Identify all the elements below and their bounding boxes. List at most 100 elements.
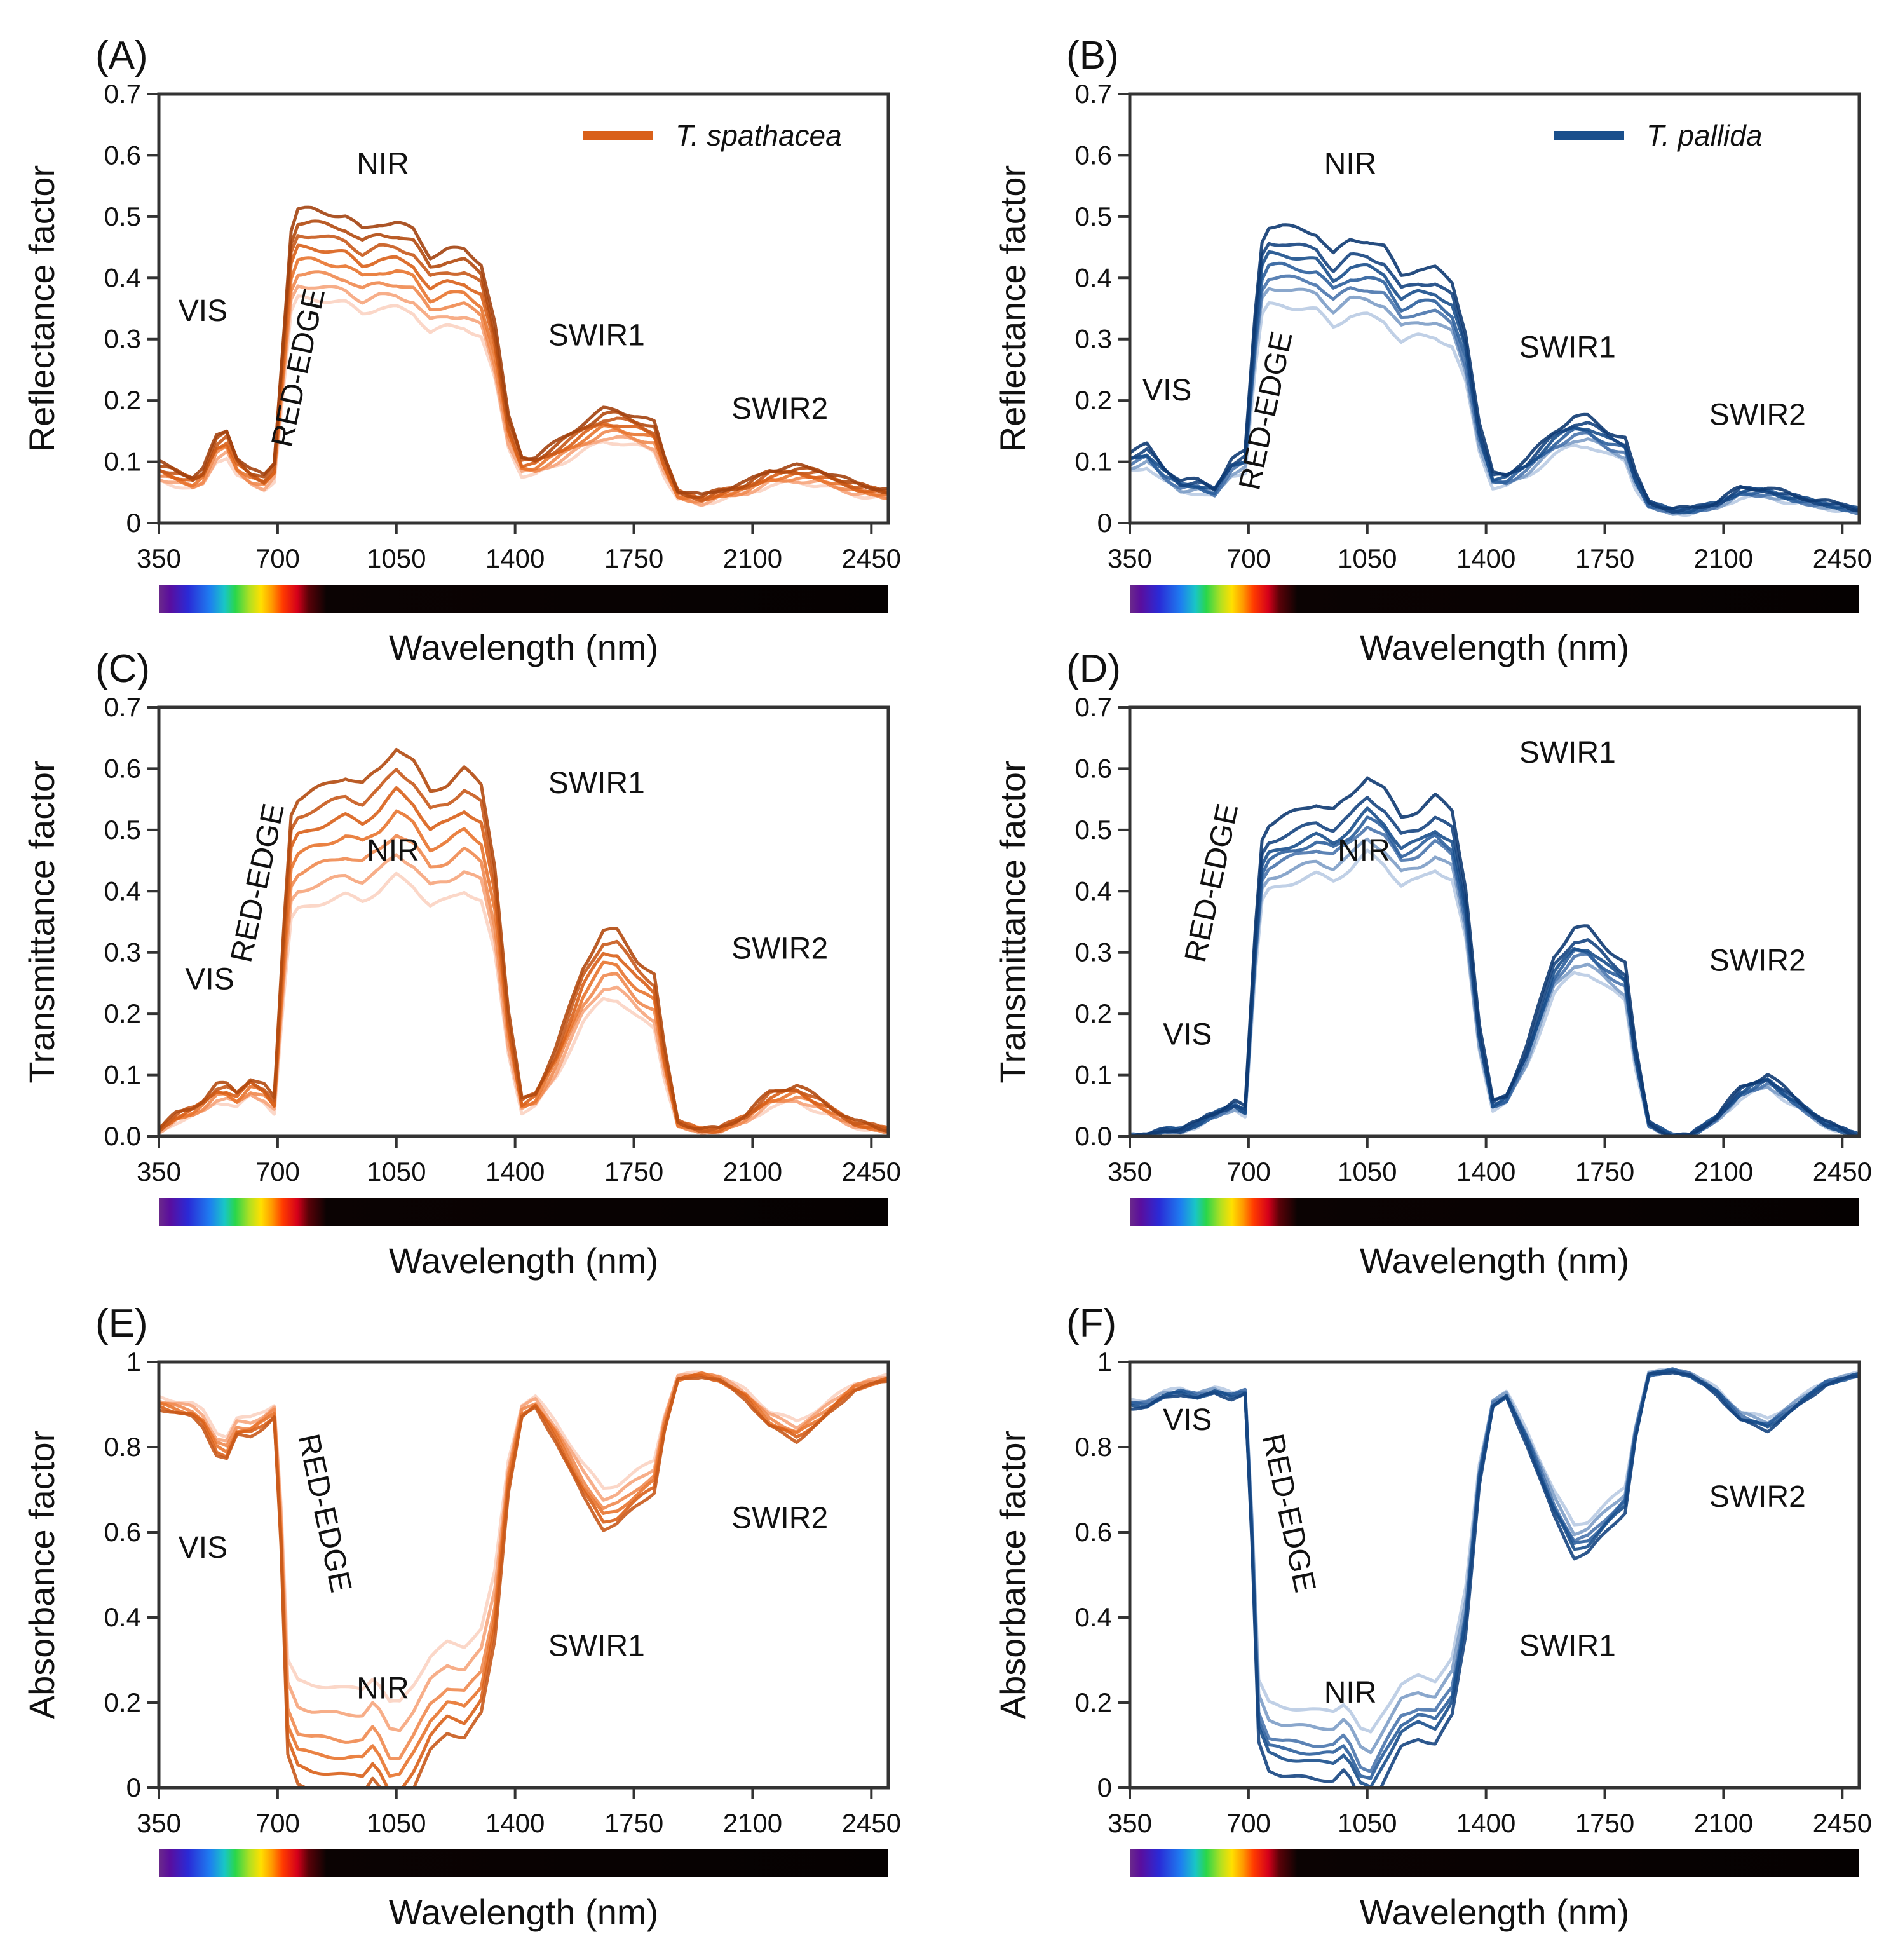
x-tick-label: 700 (255, 1808, 300, 1838)
x-tick-label: 2450 (842, 543, 901, 573)
spectrum-line (1130, 1368, 1859, 1773)
spectrum-line (1130, 1371, 1859, 1788)
y-tick-label: 0.6 (104, 753, 141, 783)
spectrum-line (159, 1376, 888, 1788)
plot-frame (157, 1360, 890, 1790)
region-label-nir: NIR (356, 147, 409, 180)
spectral-curves (1130, 223, 1859, 517)
x-tick-label: 350 (1108, 1808, 1152, 1838)
x-tick-label: 1750 (1575, 1157, 1634, 1187)
plot-frame (157, 92, 890, 525)
region-label-swir1: SWIR1 (1519, 736, 1616, 770)
region-label-red-edge: RED-EDGE (1256, 1431, 1322, 1596)
panel-letter: (A) (95, 34, 148, 78)
x-tick-label: 1750 (604, 1157, 663, 1187)
y-tick-label: 0.8 (104, 1432, 141, 1462)
spectral-curves (159, 205, 888, 507)
y-tick-label: 0 (126, 508, 141, 538)
region-label-nir: NIR (1324, 1676, 1377, 1710)
y-tick-label: 0.3 (1075, 937, 1112, 967)
y-tick-label: 0.7 (1075, 79, 1112, 109)
spectral-curves (1130, 776, 1859, 1136)
region-label-red-edge: RED-EDGE (1179, 801, 1245, 965)
y-axis-title: Transmittance factor (22, 760, 62, 1083)
spectral-curves (1130, 1367, 1859, 1788)
x-tick-label: 2100 (1694, 1157, 1753, 1187)
y-tick-label: 0.8 (1075, 1432, 1112, 1462)
region-label-swir1: SWIR1 (548, 1629, 645, 1663)
x-tick-label: 350 (1108, 543, 1152, 573)
legend-label: T. spathacea (675, 119, 842, 152)
y-tick-label: 0.5 (104, 815, 141, 845)
y-tick-label: 0.7 (104, 79, 141, 109)
x-tick-label: 2100 (723, 1808, 782, 1838)
y-tick-label: 0.5 (1075, 201, 1112, 231)
region-label-swir1: SWIR1 (548, 766, 645, 800)
spectrum-line (159, 205, 888, 496)
plot-frame (1128, 1360, 1861, 1790)
y-tick-label: 0.2 (104, 998, 141, 1028)
panel-letter: (F) (1066, 1302, 1116, 1345)
region-label-swir2: SWIR2 (731, 392, 828, 426)
x-tick-label: 1050 (1338, 543, 1397, 573)
y-tick-label: 0.2 (104, 385, 141, 415)
y-tick-label: 0.4 (1075, 876, 1112, 906)
region-label-swir2: SWIR2 (1709, 944, 1806, 978)
panel-c: (C) 0.0 0.1 0.2 0.3 0.4 0.5 0.6 0.7 350 700 1050 140… (22, 647, 901, 1281)
y-tick-label: 0.0 (1075, 1121, 1112, 1151)
y-tick-label: 0 (1097, 508, 1112, 538)
region-label-red-edge: RED-EDGE (1233, 329, 1299, 493)
y-tick-label: 0.7 (104, 692, 141, 722)
y-tick-label: 0.2 (1075, 1687, 1112, 1717)
x-tick-label: 2450 (842, 1157, 901, 1187)
y-axis-title: Absorbance factor (22, 1431, 62, 1719)
x-tick-label: 2100 (723, 543, 782, 573)
x-tick-label: 1050 (367, 1808, 426, 1838)
region-label-swir1: SWIR1 (1519, 331, 1616, 365)
wavelength-spectrum-bar (1130, 1198, 1859, 1226)
spectrum-line (1130, 223, 1859, 513)
y-tick-label: 0.2 (104, 1687, 141, 1717)
wavelength-spectrum-bar (1130, 585, 1859, 613)
spectrum-line (1130, 1369, 1859, 1788)
y-axis-title: Transmittance factor (993, 760, 1033, 1083)
y-tick-label: 0.3 (104, 937, 141, 967)
region-label-nir: NIR (1324, 147, 1377, 180)
y-tick-label: 0.6 (1075, 140, 1112, 170)
y-tick-label: 0.2 (1075, 385, 1112, 415)
region-label-swir1: SWIR1 (1519, 1629, 1616, 1663)
x-tick-label: 2450 (1813, 543, 1872, 573)
region-label-vis: VIS (1163, 1017, 1212, 1051)
y-tick-label: 0.5 (104, 201, 141, 231)
y-tick-label: 0.4 (104, 1602, 141, 1632)
x-tick-label: 350 (137, 543, 181, 573)
x-tick-label: 700 (1226, 1808, 1271, 1838)
x-tick-label: 2100 (1694, 1808, 1753, 1838)
legend-label: T. pallida (1646, 119, 1762, 152)
wavelength-spectrum-bar (159, 1849, 888, 1877)
spectrum-line (159, 243, 888, 502)
spectrum-line (159, 1373, 888, 1788)
plot-frame (1128, 705, 1861, 1138)
y-tick-label: 0.6 (104, 140, 141, 170)
x-tick-label: 700 (1226, 543, 1271, 573)
region-label-swir2: SWIR2 (1709, 1480, 1806, 1514)
region-label-vis: VIS (1142, 374, 1191, 407)
x-tick-label: 350 (137, 1808, 181, 1838)
panel-letter: (D) (1066, 647, 1121, 691)
region-label-red-edge: RED-EDGE (224, 801, 291, 965)
region-label-red-edge: RED-EDGE (266, 285, 332, 450)
x-tick-label: 1050 (1338, 1808, 1397, 1838)
y-tick-label: 0.6 (104, 1517, 141, 1547)
x-tick-label: 1050 (367, 1157, 426, 1187)
wavelength-spectrum-bar (1130, 1849, 1859, 1877)
region-label-swir2: SWIR2 (731, 1501, 828, 1535)
y-tick-label: 0.1 (104, 1060, 141, 1090)
wavelength-spectrum-bar (159, 1198, 888, 1226)
y-tick-label: 0.1 (1075, 447, 1112, 477)
panel-d: (D) 0.0 0.1 0.2 0.3 0.4 0.5 0.6 0.7 350 700 1050 140… (993, 647, 1872, 1281)
y-axis-title: Reflectance factor (22, 165, 62, 452)
y-axis-title: Absorbance factor (993, 1431, 1033, 1719)
y-tick-label: 0.5 (1075, 815, 1112, 845)
panel-b: (B) 0 0.1 0.2 0.3 0.4 0.5 0.6 0.7 350 700 1050 1400 1… (993, 34, 1872, 667)
